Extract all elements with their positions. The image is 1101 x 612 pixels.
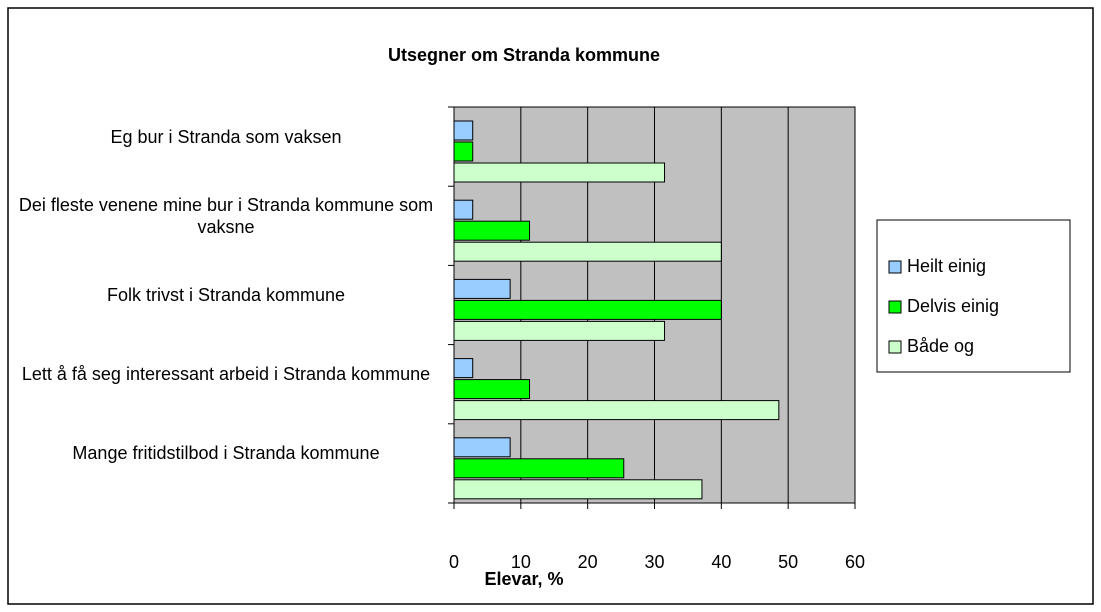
- bar: [453, 220, 531, 241]
- legend-label: Både og: [907, 336, 974, 356]
- x-tick-label: 30: [644, 552, 664, 572]
- bar: [453, 278, 511, 299]
- bar: [453, 299, 722, 320]
- y-tick-label: Mange fritidstilbod i Stranda kommune: [72, 443, 380, 464]
- x-tick-label: 60: [845, 552, 865, 572]
- bar: [453, 458, 625, 479]
- legend-label: Delvis einig: [907, 296, 999, 316]
- legend-swatch: [888, 340, 902, 354]
- legend-box: [876, 219, 1071, 373]
- bar: [453, 379, 531, 400]
- x-tick-label: 0: [449, 552, 459, 572]
- y-tick-label: Lett å få seg interessant arbeid i Stran…: [21, 364, 431, 385]
- x-axis-label: Elevar, %: [484, 569, 563, 589]
- bar: [453, 437, 511, 458]
- bar: [453, 199, 474, 220]
- y-tick-label: Dei fleste venene mine bur i Stranda kom…: [18, 194, 434, 237]
- bar: [453, 320, 666, 341]
- legend-swatch: [888, 300, 902, 314]
- x-tick-label: 20: [578, 552, 598, 572]
- y-tick-label: Eg bur i Stranda som vaksen: [110, 126, 342, 147]
- y-tick-label: Folk trivst i Stranda kommune: [106, 284, 346, 305]
- bar: [453, 241, 722, 262]
- x-tick-label: 50: [778, 552, 798, 572]
- chart-title: Utsegner om Stranda kommune: [388, 45, 660, 65]
- bar: [453, 400, 780, 421]
- legend-swatch: [888, 260, 902, 274]
- legend-label: Heilt einig: [907, 256, 986, 276]
- bar: [453, 141, 474, 162]
- bar: [453, 358, 474, 379]
- bar: [453, 162, 666, 183]
- x-tick-label: 40: [711, 552, 731, 572]
- bar: [453, 479, 703, 500]
- bar: [453, 120, 474, 141]
- x-tick-label: 10: [511, 552, 531, 572]
